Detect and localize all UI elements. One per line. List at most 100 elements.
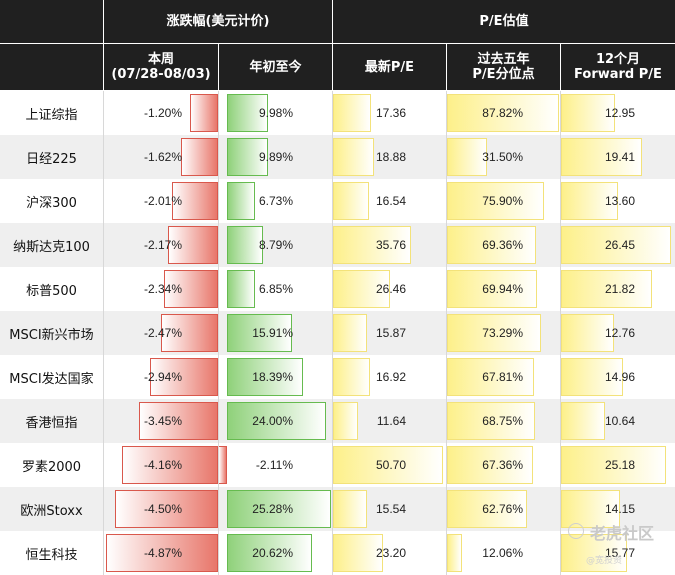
pe-percentile-value: 73.29%	[482, 326, 523, 340]
week-change-value: -1.20%	[143, 106, 182, 120]
forward-pe-value: 15.77	[604, 546, 635, 560]
pe-value: 35.76	[375, 238, 406, 252]
week-change-bar	[122, 446, 218, 484]
week-change-bar	[168, 226, 218, 264]
week-change-bar	[161, 314, 218, 352]
ytd-change-bar	[227, 490, 331, 528]
forward-pe-bar	[561, 182, 618, 220]
ytd-change-value: 15.91%	[252, 326, 293, 340]
pe-percentile-value: 62.76%	[482, 502, 523, 516]
ytd-change-value: 6.73%	[258, 194, 293, 208]
ytd-change-value: 9.89%	[258, 150, 293, 164]
ytd-change-value: 25.28%	[252, 502, 293, 516]
col-header-blank	[0, 44, 103, 90]
col-header-ytd-label: 年初至今	[249, 59, 302, 75]
week-change-bar	[138, 402, 218, 440]
row-label: 欧洲Stoxx	[20, 503, 83, 519]
col-header-pe-label: 最新P/E	[364, 59, 415, 75]
ytd-change-value: 24.00%	[252, 414, 293, 428]
pe-percentile-bar	[447, 314, 541, 352]
pe-percentile-bar	[447, 358, 534, 396]
column-divider	[446, 91, 447, 575]
ytd-change-value: 6.85%	[258, 282, 293, 296]
week-change-bar	[164, 270, 218, 308]
ytd-change-value: 9.98%	[258, 106, 293, 120]
pe-percentile-bar	[447, 490, 528, 528]
week-change-bar	[190, 94, 218, 132]
group-header-pe: P/E估值	[333, 0, 675, 43]
group-header-blank	[0, 0, 103, 43]
week-change-value: -1.62%	[143, 150, 182, 164]
ytd-change-bar	[227, 314, 293, 352]
ytd-change-bar	[227, 270, 256, 308]
forward-pe-bar	[561, 94, 615, 132]
ytd-change-bar	[227, 182, 255, 220]
forward-pe-value: 26.45	[604, 238, 635, 252]
tiger-logo-icon	[568, 523, 584, 539]
forward-pe-bar	[561, 358, 624, 396]
pe-percentile-bar	[447, 94, 560, 132]
row-label: MSCI新兴市场	[9, 327, 94, 343]
row-label: 上证综指	[25, 107, 78, 123]
pe-percentile-bar	[447, 226, 536, 264]
pe-percentile-value: 75.90%	[482, 194, 523, 208]
row-label: 标普500	[26, 283, 77, 299]
group-header-pe-label: P/E估值	[479, 14, 529, 29]
row-label: 沪深300	[26, 195, 77, 211]
forward-pe-value: 10.64	[604, 414, 635, 428]
ytd-change-bar	[227, 226, 264, 264]
group-header-change-label: 涨跌幅(美元计价)	[166, 14, 270, 29]
col-header-ytd: 年初至今	[219, 44, 332, 90]
ytd-change-bar	[227, 358, 303, 396]
row-label: 恒生科技	[25, 547, 78, 563]
column-divider	[560, 91, 561, 575]
week-change-bar	[150, 358, 218, 396]
pe-percentile-value: 12.06%	[482, 546, 523, 560]
pe-bar	[333, 402, 359, 440]
forward-pe-bar	[561, 138, 642, 176]
pe-bar	[333, 358, 370, 396]
col-header-pe: 最新P/E	[333, 44, 446, 90]
forward-pe-bar	[561, 226, 671, 264]
watermark-text: 老虎社区	[590, 524, 655, 543]
ytd-change-value: -2.11%	[255, 458, 293, 472]
ytd-change-value: 18.39%	[252, 370, 293, 384]
forward-pe-bar	[561, 270, 652, 308]
col-header-fwd-line2: Forward P/E	[574, 67, 662, 82]
pe-value: 11.64	[376, 414, 406, 428]
ytd-change-bar	[227, 94, 269, 132]
pe-bar	[333, 446, 443, 484]
pe-value: 18.88	[375, 150, 406, 164]
ytd-change-value: 20.62%	[252, 546, 293, 560]
pe-percentile-bar	[447, 138, 488, 176]
week-change-value: -2.01%	[143, 194, 182, 208]
column-divider	[218, 91, 219, 575]
col-header-pct-line2: P/E分位点	[472, 67, 535, 82]
pe-percentile-bar	[447, 270, 537, 308]
col-header-week-line2: (07/28-08/03)	[111, 67, 211, 82]
pe-percentile-value: 31.50%	[482, 150, 523, 164]
pe-value: 17.36	[375, 106, 406, 120]
forward-pe-value: 14.96	[604, 370, 635, 384]
week-change-value: -4.87%	[143, 546, 182, 560]
pe-percentile-bar	[447, 446, 534, 484]
row-label: MSCI发达国家	[9, 371, 94, 387]
pe-bar	[333, 226, 411, 264]
pe-bar	[333, 490, 367, 528]
col-header-week: 本周 (07/28-08/03)	[104, 44, 218, 90]
col-header-pct: 过去五年 P/E分位点	[447, 44, 560, 90]
group-header-change: 涨跌幅(美元计价)	[104, 0, 332, 43]
pe-percentile-value: 69.36%	[482, 238, 523, 252]
ytd-change-value: 8.79%	[258, 238, 293, 252]
pe-bar	[333, 182, 369, 220]
pe-bar	[333, 314, 368, 352]
col-header-week-line1: 本周	[147, 52, 174, 67]
ytd-change-bar	[227, 138, 268, 176]
week-change-bar	[171, 182, 218, 220]
forward-pe-bar	[561, 446, 666, 484]
row-label: 日经225	[26, 151, 77, 167]
week-change-value: -4.50%	[143, 502, 182, 516]
forward-pe-bar	[561, 314, 615, 352]
week-change-value: -3.45%	[143, 414, 182, 428]
